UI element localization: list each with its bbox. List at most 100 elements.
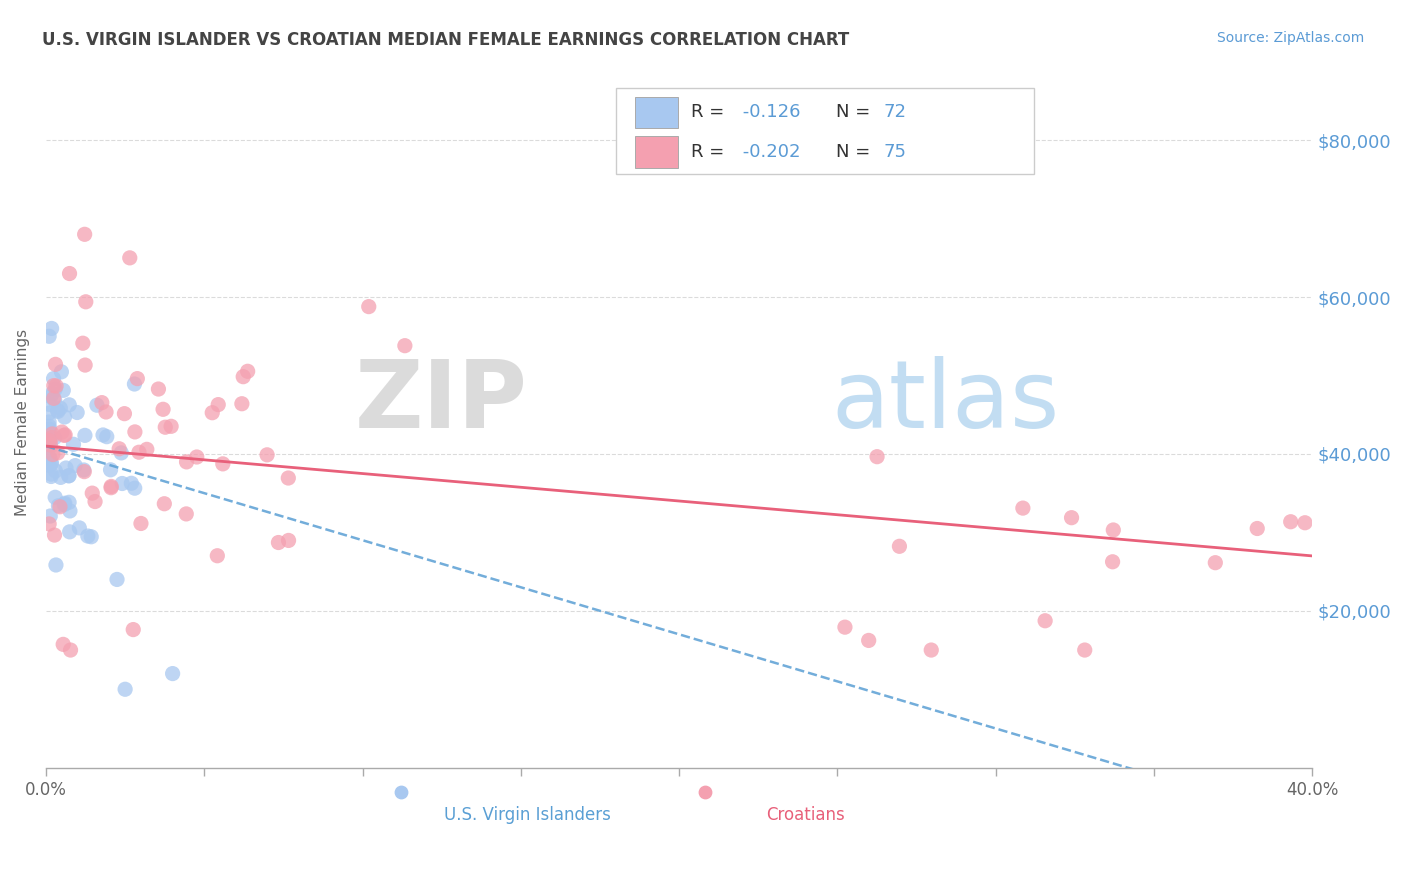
Point bbox=[124, 481, 146, 495]
Point bbox=[94, 405, 117, 419]
Point bbox=[51, 425, 73, 439]
Point bbox=[59, 643, 82, 657]
Point bbox=[59, 524, 82, 539]
Point bbox=[129, 516, 152, 531]
Text: R =: R = bbox=[690, 103, 730, 121]
Text: U.S. VIRGIN ISLANDER VS CROATIAN MEDIAN FEMALE EARNINGS CORRELATION CHART: U.S. VIRGIN ISLANDER VS CROATIAN MEDIAN … bbox=[42, 31, 849, 49]
Point bbox=[72, 336, 94, 351]
Point bbox=[100, 463, 122, 477]
Point bbox=[96, 430, 118, 444]
Point bbox=[100, 481, 122, 495]
Point bbox=[277, 533, 299, 548]
Point bbox=[41, 456, 63, 470]
Point bbox=[42, 378, 65, 392]
Point bbox=[53, 498, 76, 512]
Text: N =: N = bbox=[837, 143, 876, 161]
Point bbox=[73, 227, 96, 242]
Point bbox=[39, 440, 62, 454]
Point bbox=[90, 395, 112, 409]
Point bbox=[124, 377, 146, 392]
Point bbox=[44, 393, 66, 408]
Point bbox=[114, 682, 136, 697]
Point bbox=[232, 369, 254, 384]
Point bbox=[53, 428, 76, 442]
FancyBboxPatch shape bbox=[636, 96, 678, 128]
Point bbox=[105, 573, 128, 587]
Point bbox=[127, 371, 149, 385]
Point bbox=[135, 442, 157, 457]
Point bbox=[1101, 555, 1123, 569]
Point bbox=[75, 358, 97, 372]
Point bbox=[236, 364, 259, 378]
Point bbox=[46, 403, 69, 417]
Point bbox=[921, 761, 943, 775]
Point bbox=[58, 267, 80, 281]
Point bbox=[148, 382, 170, 396]
Point bbox=[39, 438, 62, 452]
Point bbox=[41, 426, 63, 441]
Point bbox=[920, 643, 942, 657]
Text: 75: 75 bbox=[883, 143, 905, 161]
Point bbox=[207, 549, 229, 563]
Point bbox=[38, 450, 60, 465]
Point bbox=[162, 666, 184, 681]
Point bbox=[82, 486, 104, 500]
Text: 72: 72 bbox=[883, 103, 905, 121]
Point bbox=[889, 539, 911, 553]
Point bbox=[49, 401, 72, 416]
Point bbox=[39, 509, 62, 524]
Point bbox=[84, 494, 107, 508]
Point bbox=[76, 529, 98, 543]
Point bbox=[80, 530, 103, 544]
Point bbox=[44, 528, 66, 542]
Point bbox=[100, 479, 122, 493]
Text: Croatians: Croatians bbox=[766, 805, 845, 823]
Point bbox=[277, 471, 299, 485]
Point bbox=[53, 496, 76, 510]
Point bbox=[58, 468, 80, 483]
Point bbox=[58, 398, 80, 412]
Point bbox=[1033, 614, 1056, 628]
Point bbox=[267, 535, 290, 549]
Point bbox=[1246, 521, 1268, 535]
Point bbox=[114, 407, 136, 421]
Point bbox=[174, 507, 197, 521]
Point bbox=[38, 422, 60, 436]
Point bbox=[38, 516, 60, 531]
Point bbox=[207, 398, 229, 412]
Point bbox=[111, 476, 134, 491]
Point bbox=[1294, 516, 1316, 530]
Point bbox=[1204, 556, 1226, 570]
Point bbox=[91, 428, 114, 442]
Point bbox=[394, 339, 416, 353]
Point bbox=[124, 425, 146, 439]
Point bbox=[46, 404, 69, 418]
Point bbox=[1279, 515, 1302, 529]
Point bbox=[42, 371, 65, 385]
Point bbox=[1060, 510, 1083, 524]
Text: N =: N = bbox=[837, 103, 876, 121]
Point bbox=[38, 406, 60, 420]
Point bbox=[38, 397, 60, 411]
Point bbox=[38, 329, 60, 343]
Point bbox=[834, 620, 856, 634]
Point bbox=[201, 406, 224, 420]
FancyBboxPatch shape bbox=[636, 136, 678, 168]
Point bbox=[38, 451, 60, 466]
Point bbox=[38, 415, 60, 429]
Point bbox=[42, 448, 65, 462]
Point bbox=[58, 495, 80, 509]
Point bbox=[108, 442, 131, 456]
Point bbox=[120, 476, 142, 491]
Point bbox=[39, 469, 62, 483]
Point bbox=[357, 300, 380, 314]
Point bbox=[46, 446, 69, 460]
Text: atlas: atlas bbox=[831, 356, 1059, 448]
Point bbox=[176, 455, 198, 469]
Text: -0.126: -0.126 bbox=[737, 103, 801, 121]
Point bbox=[52, 384, 75, 398]
Point bbox=[38, 458, 60, 473]
Text: U.S. Virgin Islanders: U.S. Virgin Islanders bbox=[444, 805, 610, 823]
Point bbox=[63, 458, 86, 473]
Point bbox=[42, 392, 65, 406]
